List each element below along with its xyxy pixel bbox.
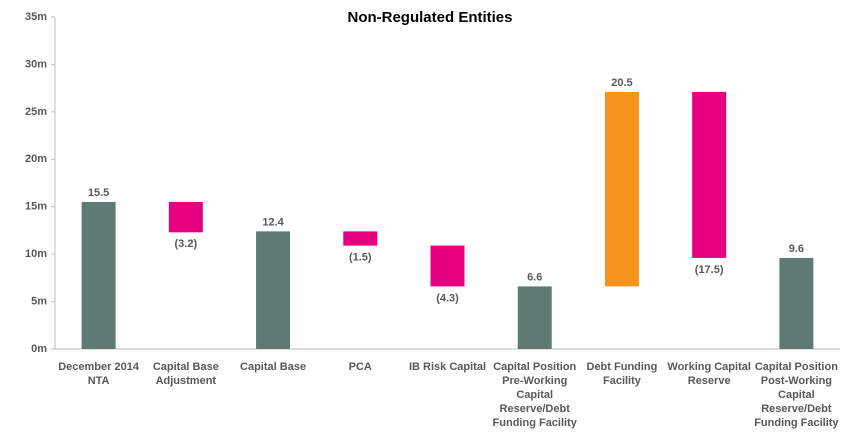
x-tick-label-line: IB Risk Capital <box>409 361 486 373</box>
y-tick-label: 0m <box>31 343 47 355</box>
y-tick-label: 10m <box>25 248 47 260</box>
value-label: (3.2) <box>175 238 198 250</box>
bar <box>604 91 639 287</box>
x-tick-label-line: Post-Working <box>761 375 832 387</box>
x-tick-label-line: Capital <box>778 389 815 401</box>
x-tick-label-line: NTA <box>88 375 110 387</box>
x-tick-label-line: Capital <box>516 389 553 401</box>
value-label: 9.6 <box>789 243 804 255</box>
bar <box>430 245 465 287</box>
x-tick-label: PCA <box>349 361 372 373</box>
value-label: 20.5 <box>611 77 632 89</box>
x-tick-label-line: Funding Facility <box>493 417 578 429</box>
x-tick-label: Capital Base <box>240 361 306 373</box>
bar <box>256 231 291 349</box>
x-tick-label-line: Reserve <box>688 375 731 387</box>
x-tick-label: Capital Position Post-Working Capital Reser… <box>754 361 839 429</box>
x-tick-label: IB Risk Capital <box>409 361 486 373</box>
x-tick-label: Working Capital Reserve <box>667 361 751 387</box>
y-tick-label: 35m <box>25 11 47 23</box>
x-tick-label: Debt Funding Facility <box>587 361 658 387</box>
x-tick-label-line: Funding Facility <box>754 417 839 429</box>
x-tick-label-line: Reserve/Debt <box>761 403 832 415</box>
bar <box>517 286 552 349</box>
x-tick-label-line: Working Capital <box>667 361 751 373</box>
bar <box>81 201 116 349</box>
bar <box>343 231 378 246</box>
value-label: 15.5 <box>88 187 109 199</box>
value-label: (4.3) <box>436 292 459 304</box>
x-tick-label-line: Capital Base <box>240 361 306 373</box>
y-tick-label: 25m <box>25 106 47 118</box>
y-tick-label: 30m <box>25 58 47 70</box>
x-tick-label-line: Reserve/Debt <box>500 403 571 415</box>
y-tick-label: 15m <box>25 201 47 213</box>
x-tick-label-line: Capital Position <box>755 361 838 373</box>
bar <box>168 201 203 233</box>
x-tick-label-line: Facility <box>603 375 642 387</box>
x-tick-label-line: Adjustment <box>156 375 217 387</box>
x-tick-label-line: December 2014 <box>58 361 140 373</box>
value-label: 6.6 <box>527 271 542 283</box>
x-tick-label-line: Capital Base <box>153 361 219 373</box>
value-label: 12.4 <box>262 216 284 228</box>
y-tick-label: 20m <box>25 153 47 165</box>
chart-title: Non-Regulated Entities <box>347 9 512 26</box>
x-tick-label-line: Pre-Working <box>502 375 567 387</box>
value-label: (1.5) <box>349 252 372 264</box>
y-tick-label: 5m <box>31 295 47 307</box>
x-tick-label-line: Capital Position <box>493 361 576 373</box>
x-tick-label: Capital Position Pre-Working Capital Reserv… <box>493 361 578 429</box>
bar <box>692 91 727 258</box>
value-label: (17.5) <box>695 264 724 276</box>
x-tick-label: December 2014 NTA <box>58 361 140 387</box>
x-tick-label: Capital Base Adjustment <box>153 361 219 387</box>
x-tick-label-line: PCA <box>349 361 372 373</box>
bar <box>779 257 814 349</box>
x-tick-label-line: Debt Funding <box>587 361 658 373</box>
